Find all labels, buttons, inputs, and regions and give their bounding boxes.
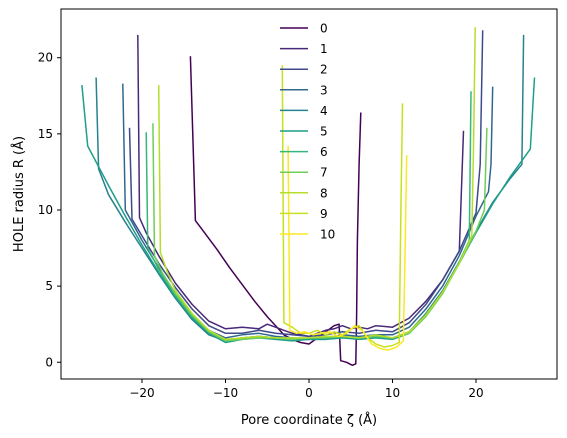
x-tick-label: −20 [129, 386, 154, 400]
x-tick-label: 10 [385, 386, 400, 400]
legend-label-9: 9 [320, 207, 328, 221]
x-tick-label: 0 [305, 386, 313, 400]
y-tick-label: 10 [38, 203, 53, 217]
legend-label-0: 0 [320, 22, 328, 36]
y-axis-label: HOLE radius R (Å) [11, 136, 27, 252]
legend-label-5: 5 [320, 125, 328, 139]
x-tick-label: 20 [468, 386, 483, 400]
series-layer [81, 27, 536, 367]
legend-label-4: 4 [320, 104, 328, 118]
y-tick-label: 20 [38, 51, 53, 65]
series-line-2 [128, 30, 484, 338]
x-axis-label: Pore coordinate ζ (Å) [241, 412, 377, 428]
y-tick-label: 15 [38, 127, 53, 141]
legend-label-6: 6 [320, 145, 328, 159]
series-line-10 [287, 145, 408, 351]
legend-label-8: 8 [320, 186, 328, 200]
legend: 0 1 2 3 4 5 6 7 8 9 10 [280, 22, 335, 242]
y-tick-label: 0 [45, 355, 53, 369]
series-line-0 [189, 56, 362, 367]
legend-label-3: 3 [320, 83, 328, 97]
y-axis: 0 5 10 15 20 [38, 51, 61, 369]
legend-label-7: 7 [320, 166, 328, 180]
legend-label-10: 10 [320, 228, 335, 242]
series-line-8 [157, 27, 476, 341]
x-tick-label: −10 [213, 386, 238, 400]
x-axis: −20 −10 0 10 20 [129, 379, 484, 400]
legend-label-1: 1 [320, 42, 328, 56]
y-tick-label: 5 [45, 279, 53, 293]
legend-label-2: 2 [320, 63, 328, 77]
